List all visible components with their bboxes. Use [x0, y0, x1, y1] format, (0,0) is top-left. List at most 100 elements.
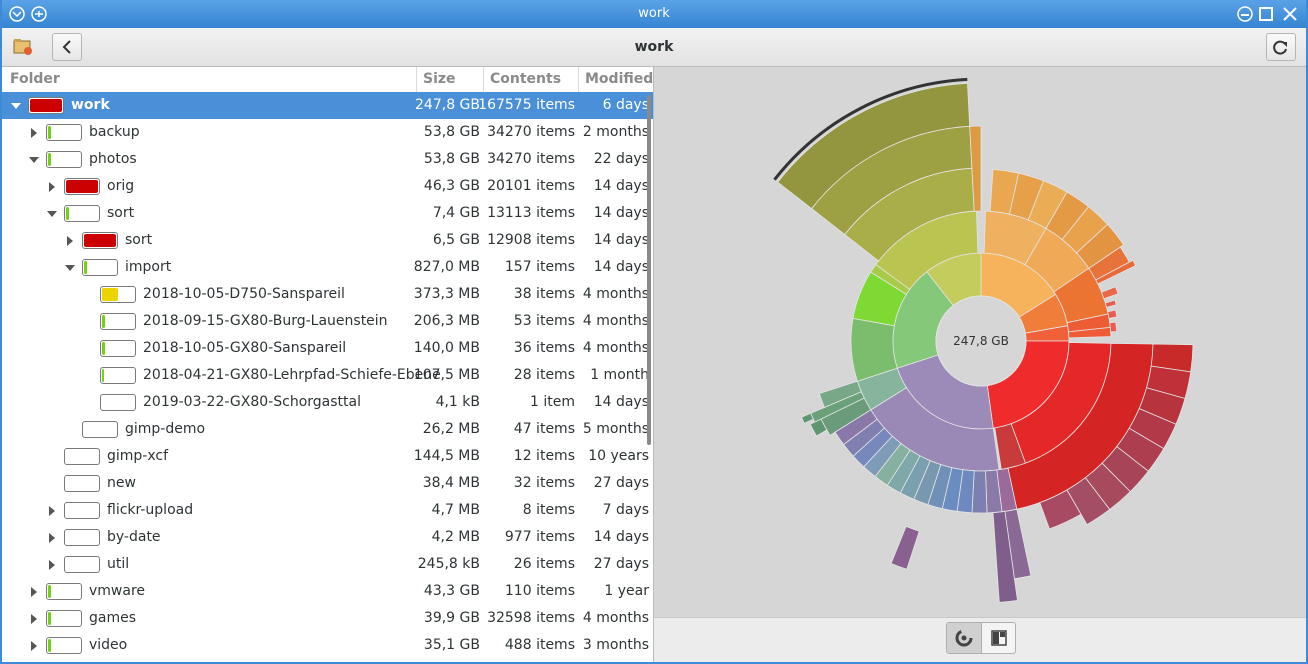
- usage-bar: [100, 394, 136, 411]
- tree-row[interactable]: import 827,0 MB 157 items 14 days: [2, 254, 653, 281]
- expander[interactable]: [28, 640, 40, 652]
- column-title[interactable]: Contents: [490, 71, 562, 87]
- folder-name: sort: [107, 205, 135, 221]
- expander[interactable]: [10, 100, 22, 112]
- modified: 1 month: [590, 367, 649, 383]
- expander[interactable]: [46, 181, 58, 193]
- tree-row[interactable]: sort 6,5 GB 12908 items 14 days: [2, 227, 653, 254]
- column-title[interactable]: Size: [423, 71, 456, 87]
- tree-row[interactable]: 2019-03-22-GX80-Schorgasttal 4,1 kB 1 item…: [2, 389, 653, 416]
- usage-fill: [48, 639, 51, 652]
- ring-segment: [969, 125, 982, 212]
- back-button[interactable]: [52, 33, 82, 61]
- tree-row[interactable]: orig 46,3 GB 20101 items 14 days: [2, 173, 653, 200]
- folder-name: import: [125, 259, 172, 275]
- tree-row[interactable]: vmware 43,3 GB 110 items 1 year: [2, 578, 653, 605]
- tree-row[interactable]: games 39,9 GB 32598 items 4 months: [2, 605, 653, 632]
- folder-name: games: [89, 610, 137, 626]
- usage-fill: [48, 585, 51, 598]
- size: 26,2 MB: [422, 421, 480, 437]
- folder-name: orig: [107, 178, 135, 194]
- usage-fill: [102, 369, 104, 382]
- expander[interactable]: [46, 505, 58, 517]
- ring-segment: [1076, 223, 1125, 269]
- tree-row[interactable]: util 245,8 kB 26 items 27 days: [2, 551, 653, 578]
- expander[interactable]: [28, 586, 40, 598]
- folder-name: gimp-demo: [125, 421, 206, 437]
- header-title: work: [634, 39, 674, 55]
- folder-name: photos: [89, 151, 137, 167]
- size: 107,5 MB: [413, 367, 480, 383]
- tree-row[interactable]: gimp-demo 26,2 MB 47 items 5 months: [2, 416, 653, 443]
- rings-view-button[interactable]: [947, 623, 981, 653]
- usage-bar: [64, 178, 100, 195]
- usage-bar: [64, 475, 100, 492]
- contents: 488 items: [504, 637, 575, 653]
- contents: 167575 items: [478, 97, 575, 113]
- contents: 20101 items: [487, 178, 575, 194]
- tree-row[interactable]: flickr-upload 4,7 MB 8 items 7 days: [2, 497, 653, 524]
- size: 7,4 GB: [432, 205, 480, 221]
- expander[interactable]: [46, 532, 58, 544]
- usage-bar: [64, 556, 100, 573]
- column-title[interactable]: Folder: [10, 71, 60, 87]
- tree-row[interactable]: sort 7,4 GB 13113 items 14 days: [2, 200, 653, 227]
- header-bar: work: [2, 28, 1306, 67]
- column-separator: [578, 67, 579, 92]
- ring-segment: [818, 380, 862, 408]
- tree-row[interactable]: 2018-10-05-GX80-Sanspareil 140,0 MB 36 ite…: [2, 335, 653, 362]
- expander[interactable]: [28, 613, 40, 625]
- expander[interactable]: [64, 235, 76, 247]
- contents: 26 items: [513, 556, 575, 572]
- window-menu-icons[interactable]: [8, 5, 48, 23]
- usage-fill: [48, 612, 51, 625]
- tree-row[interactable]: 2018-09-15-GX80-Burg-Lauenstein 206,3 MB 5…: [2, 308, 653, 335]
- contents: 34270 items: [487, 124, 575, 140]
- tree-row[interactable]: work 247,8 GB 167575 items 6 days: [2, 92, 653, 119]
- tree-row[interactable]: photos 53,8 GB 34270 items 22 days: [2, 146, 653, 173]
- modified: 4 months: [582, 286, 649, 302]
- contents: 28 items: [513, 367, 575, 383]
- folder-name: video: [89, 637, 128, 653]
- expander[interactable]: [46, 208, 58, 220]
- contents: 32598 items: [487, 610, 575, 626]
- contents: 32 items: [513, 475, 575, 491]
- reload-button[interactable]: [1266, 33, 1296, 61]
- column-separator: [483, 67, 484, 92]
- usage-bar: [46, 637, 82, 654]
- folder-name: 2018-10-05-GX80-Sanspareil: [143, 340, 347, 356]
- modified: 14 days: [593, 205, 649, 221]
- tree-row[interactable]: gimp-xcf 144,5 MB 12 items 10 years: [2, 443, 653, 470]
- expander[interactable]: [46, 559, 58, 571]
- column-separator: [416, 67, 417, 92]
- scan-folder-button[interactable]: [10, 34, 36, 60]
- expander[interactable]: [64, 262, 76, 274]
- tree-row[interactable]: video 35,1 GB 488 items 3 months: [2, 632, 653, 659]
- treemap-view-button[interactable]: [981, 623, 1015, 653]
- usage-bar: [46, 124, 82, 141]
- size: 4,2 MB: [431, 529, 480, 545]
- ring-segment: [1095, 259, 1137, 285]
- tree-row[interactable]: new 38,4 MB 32 items 27 days: [2, 470, 653, 497]
- modified: 22 days: [593, 151, 649, 167]
- scrollbar[interactable]: [647, 95, 651, 445]
- usage-bar: [82, 421, 118, 438]
- usage-fill: [48, 153, 52, 166]
- modified: 5 months: [582, 421, 649, 437]
- usage-bar: [64, 448, 100, 465]
- expander[interactable]: [28, 154, 40, 166]
- tree-row[interactable]: 2018-04-21-GX80-Lehrpfad-Schiefe-Ebene 10…: [2, 362, 653, 389]
- size: 38,4 MB: [422, 475, 480, 491]
- ring-segment: [1100, 286, 1119, 300]
- tree-row[interactable]: 2018-10-05-D750-Sanspareil 373,3 MB 38 ite…: [2, 281, 653, 308]
- usage-bar: [82, 232, 118, 249]
- expander[interactable]: [28, 127, 40, 139]
- tree-row[interactable]: backup 53,8 GB 34270 items 2 months: [2, 119, 653, 146]
- view-switcher: [654, 617, 1306, 662]
- column-title[interactable]: Modified: [585, 71, 654, 87]
- contents: 13113 items: [487, 205, 575, 221]
- window-controls[interactable]: [1236, 5, 1302, 23]
- folder-name: 2019-03-22-GX80-Schorgasttal: [143, 394, 361, 410]
- tree-row[interactable]: by-date 4,2 MB 977 items 14 days: [2, 524, 653, 551]
